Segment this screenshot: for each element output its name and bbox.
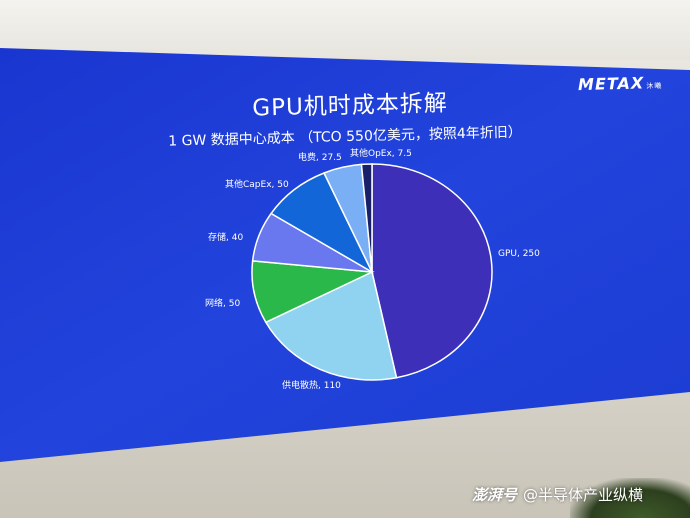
- pie-label-其他OpEx: 其他OpEx, 7.5: [350, 147, 412, 159]
- watermark-text: @半导体产业纵横: [523, 486, 644, 504]
- watermark: 澎湃号 @半导体产业纵横: [472, 484, 643, 505]
- metax-logo: METAX 沐曦: [578, 73, 663, 94]
- plant-foliage: [570, 478, 690, 518]
- pie-label-存储: 存储, 40: [208, 231, 243, 243]
- logo-text: METAX: [577, 73, 645, 95]
- pie-label-网络: 网络, 50: [205, 297, 240, 309]
- pie-labels: GPU, 250 供电散热, 110 网络, 50 存储, 40 其他CapEx, 50…: [205, 147, 540, 391]
- pie-chart: [251, 163, 493, 381]
- pie-label-GPU: GPU, 250: [498, 249, 540, 259]
- pie-slice-供电散热: [264, 270, 398, 381]
- pie-label-电费: 电费, 27.5: [298, 151, 342, 163]
- watermark-brand: 澎湃号: [472, 486, 518, 504]
- logo-small-text: 沐曦: [646, 81, 663, 91]
- pie-label-供电散热: 供电散热, 110: [282, 379, 341, 391]
- pie-slice-GPU: [371, 163, 493, 379]
- pie-slice-其他OpEx: [360, 163, 373, 273]
- pie-label-其他CapEx: 其他CapEx, 50: [225, 178, 289, 190]
- wall-background: [0, 0, 690, 60]
